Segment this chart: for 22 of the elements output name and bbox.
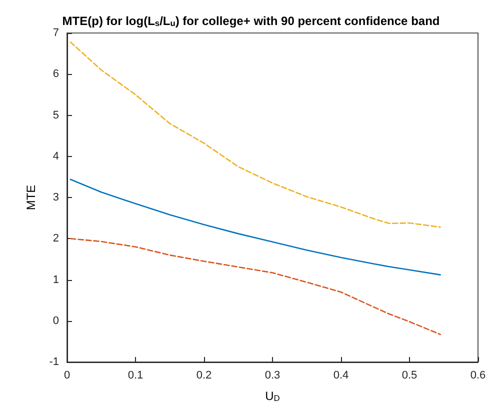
y-tick-label: 1: [52, 274, 59, 286]
y-tick-label: 0: [52, 314, 59, 327]
x-tick-label: 0.1: [128, 370, 144, 382]
x-axis-title: UD: [265, 389, 280, 403]
line-series: [70, 41, 441, 228]
y-axis-title: MTE: [24, 184, 38, 210]
x-tick-label: 0.5: [402, 370, 418, 382]
line-series: [70, 238, 441, 336]
y-tick-label: 2: [52, 232, 59, 245]
line-series: [70, 178, 441, 276]
x-tick-label: 0.3: [264, 370, 280, 382]
y-tick-label: -1: [49, 356, 59, 368]
y-tick-label: 3: [52, 192, 59, 204]
y-tick-label: 4: [52, 150, 59, 162]
y-tick-label: 6: [52, 68, 59, 80]
y-tick-label: 7: [52, 27, 59, 39]
x-tick-label: 0: [64, 370, 70, 382]
y-tick-label: 5: [52, 109, 59, 122]
chart-title: MTE(p) for log(Ls/Lu) for college+ with 90 percent confidence band: [62, 14, 440, 28]
x-tick-label: 0.4: [333, 370, 349, 382]
x-tick-label: 0.6: [470, 370, 486, 382]
x-tick-label: 0.2: [196, 370, 212, 382]
